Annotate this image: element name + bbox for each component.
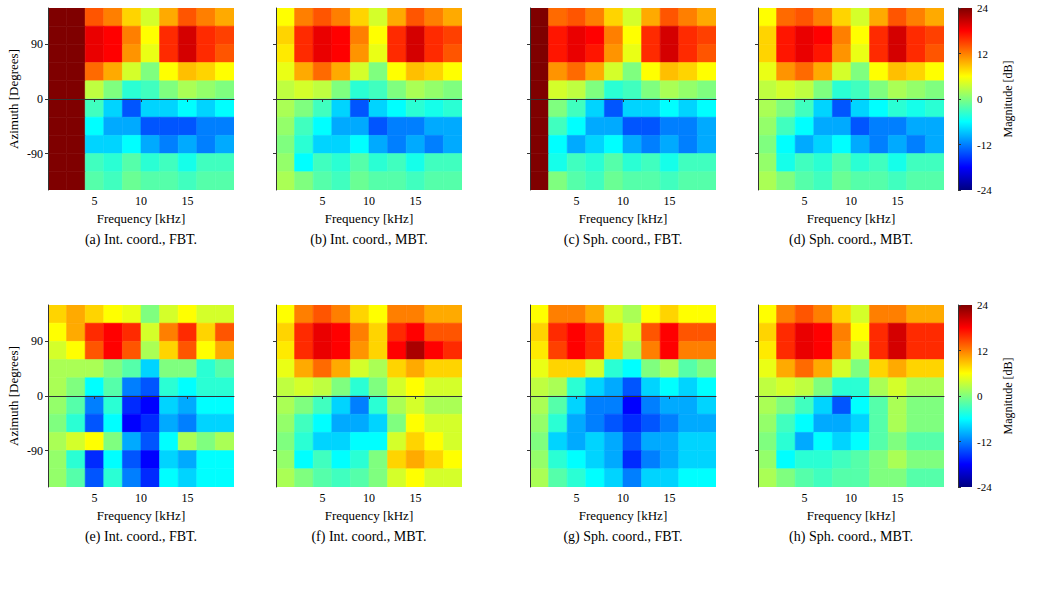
svg-text:10: 10 — [135, 491, 147, 505]
svg-text:Frequency [kHz]: Frequency [kHz] — [807, 508, 895, 523]
svg-text:10: 10 — [363, 491, 375, 505]
svg-text:15: 15 — [410, 194, 422, 208]
svg-text:15: 15 — [892, 491, 904, 505]
svg-text:10: 10 — [845, 194, 857, 208]
svg-text:5: 5 — [320, 194, 326, 208]
svg-text:15: 15 — [664, 194, 676, 208]
svg-text:0: 0 — [977, 390, 983, 402]
svg-text:10: 10 — [135, 194, 147, 208]
svg-text:Azimuth [Degrees]: Azimuth [Degrees] — [6, 49, 21, 149]
svg-text:15: 15 — [182, 491, 194, 505]
svg-text:10: 10 — [617, 194, 629, 208]
svg-text:-90: -90 — [27, 444, 43, 458]
svg-text:Magnitude [dB]: Magnitude [dB] — [1001, 61, 1015, 138]
svg-text:5: 5 — [92, 194, 98, 208]
svg-text:15: 15 — [664, 491, 676, 505]
svg-text:0: 0 — [37, 389, 43, 403]
svg-text:(d) Sph. coord., MBT.: (d) Sph. coord., MBT. — [789, 232, 913, 248]
svg-text:(c) Sph. coord., FBT.: (c) Sph. coord., FBT. — [564, 232, 682, 248]
svg-text:24: 24 — [977, 299, 989, 311]
svg-text:Frequency [kHz]: Frequency [kHz] — [579, 508, 667, 523]
svg-text:(b) Int. coord., MBT.: (b) Int. coord., MBT. — [310, 232, 428, 248]
svg-text:0: 0 — [37, 92, 43, 106]
svg-text:5: 5 — [320, 491, 326, 505]
svg-text:10: 10 — [845, 491, 857, 505]
svg-text:12: 12 — [977, 345, 988, 357]
svg-text:5: 5 — [802, 194, 808, 208]
svg-text:0: 0 — [977, 93, 983, 105]
svg-text:15: 15 — [410, 491, 422, 505]
svg-text:Magnitude [dB]: Magnitude [dB] — [1001, 358, 1015, 435]
svg-text:15: 15 — [892, 194, 904, 208]
svg-text:5: 5 — [574, 194, 580, 208]
svg-text:-90: -90 — [27, 147, 43, 161]
svg-text:90: 90 — [31, 37, 43, 51]
svg-text:Frequency [kHz]: Frequency [kHz] — [325, 508, 413, 523]
svg-text:-24: -24 — [977, 481, 992, 493]
svg-text:Frequency [kHz]: Frequency [kHz] — [97, 211, 185, 226]
svg-text:5: 5 — [92, 491, 98, 505]
svg-text:Azimuth [Degrees]: Azimuth [Degrees] — [6, 346, 21, 446]
svg-text:5: 5 — [574, 491, 580, 505]
svg-text:10: 10 — [363, 194, 375, 208]
svg-text:15: 15 — [182, 194, 194, 208]
svg-text:12: 12 — [977, 48, 988, 60]
svg-text:24: 24 — [977, 2, 989, 14]
svg-text:(a) Int. coord., FBT.: (a) Int. coord., FBT. — [85, 232, 197, 248]
svg-text:Frequency [kHz]: Frequency [kHz] — [325, 211, 413, 226]
svg-text:(f) Int. coord., MBT.: (f) Int. coord., MBT. — [311, 529, 426, 545]
svg-text:-12: -12 — [977, 436, 992, 448]
svg-text:90: 90 — [31, 334, 43, 348]
svg-text:Frequency [kHz]: Frequency [kHz] — [579, 211, 667, 226]
svg-text:Frequency [kHz]: Frequency [kHz] — [807, 211, 895, 226]
svg-text:10: 10 — [617, 491, 629, 505]
svg-text:-24: -24 — [977, 184, 992, 196]
svg-text:(e) Int. coord., FBT.: (e) Int. coord., FBT. — [85, 529, 197, 545]
svg-text:-12: -12 — [977, 139, 992, 151]
svg-text:Frequency [kHz]: Frequency [kHz] — [97, 508, 185, 523]
svg-text:(h) Sph. coord., MBT.: (h) Sph. coord., MBT. — [789, 529, 913, 545]
svg-text:(g) Sph. coord., FBT.: (g) Sph. coord., FBT. — [563, 529, 682, 545]
svg-text:5: 5 — [802, 491, 808, 505]
